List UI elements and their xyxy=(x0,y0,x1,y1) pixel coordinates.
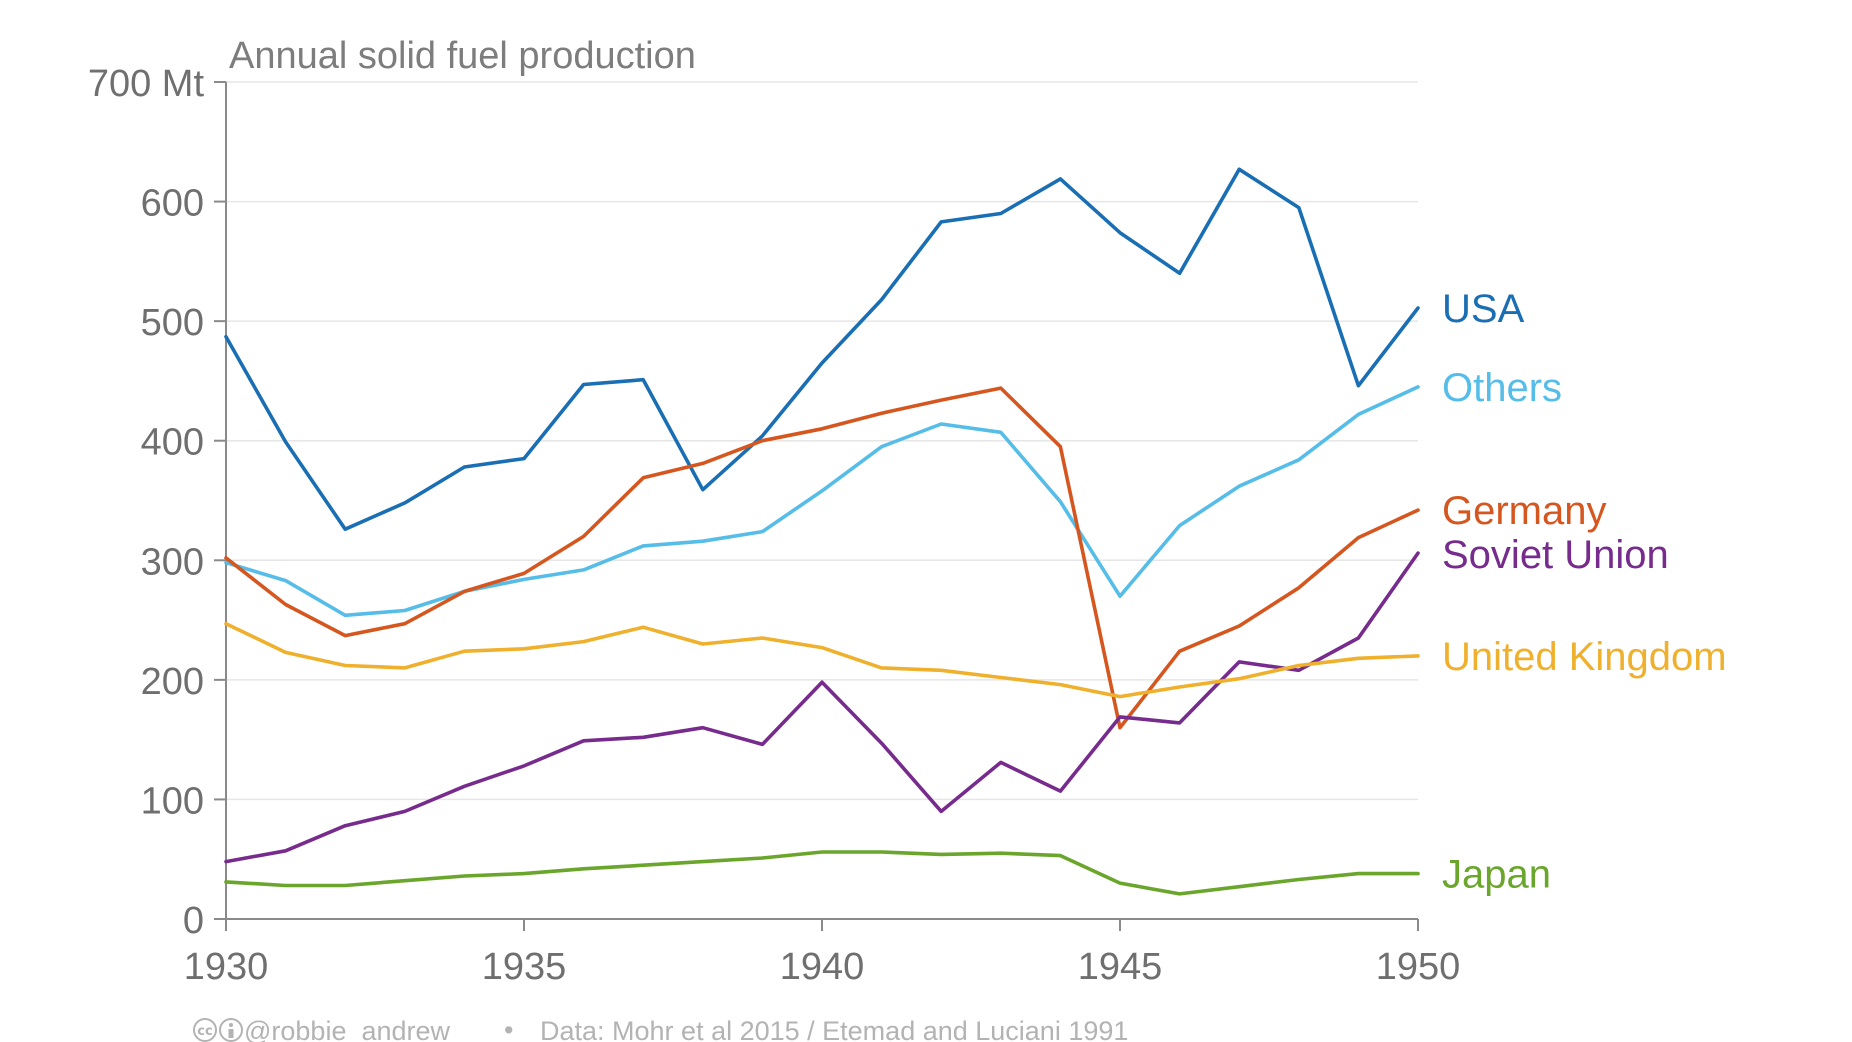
y-tick-label: 100 xyxy=(141,780,204,822)
cc-icon: cc xyxy=(193,1018,217,1042)
footer: cc @robbie_andrew • Data: Mohr et al 201… xyxy=(193,1015,1128,1042)
series-line-others xyxy=(224,385,1420,618)
series-label-others: Others xyxy=(1442,366,1562,410)
y-tick-label: 300 xyxy=(141,541,204,583)
x-tick-label: 1940 xyxy=(780,946,865,988)
series-label-usa: USA xyxy=(1442,287,1525,331)
y-tick-label: 700 Mt xyxy=(88,63,205,105)
series-line-germany xyxy=(224,386,1420,730)
x-axis-ticks: 1930 1935 1940 1945 1950 xyxy=(184,919,1461,988)
y-tick-label: 200 xyxy=(141,661,204,703)
series-label-united-kingdom: United Kingdom xyxy=(1442,635,1727,679)
series-line-japan xyxy=(224,850,1420,896)
y-tick-label: 0 xyxy=(183,900,204,942)
series-label-germany: Germany xyxy=(1442,489,1607,533)
series-line-usa xyxy=(224,167,1420,532)
by-icon xyxy=(219,1018,243,1042)
chart-title: Annual solid fuel production xyxy=(229,35,696,77)
footer-source: Data: Mohr et al 2015 / Etemad and Lucia… xyxy=(540,1016,1128,1042)
footer-handle: @robbie_andrew xyxy=(244,1016,451,1042)
y-tick-label: 400 xyxy=(141,422,204,464)
x-tick-label: 1935 xyxy=(482,946,567,988)
footer-separator: • xyxy=(504,1015,513,1042)
series-label-japan: Japan xyxy=(1442,853,1551,897)
x-tick-label: 1945 xyxy=(1078,946,1163,988)
gridlines xyxy=(226,81,1418,801)
x-tick-label: 1950 xyxy=(1376,946,1461,988)
y-axis-ticks: 0 100 200 300 400 500 600 700 Mt xyxy=(88,63,226,942)
svg-text:cc: cc xyxy=(197,1024,212,1039)
x-tick-label: 1930 xyxy=(184,946,269,988)
y-tick-label: 500 xyxy=(141,302,204,344)
y-tick-label: 600 xyxy=(141,183,204,225)
series-lines xyxy=(224,167,1420,896)
series-label-soviet-union: Soviet Union xyxy=(1442,533,1669,577)
axes xyxy=(225,82,1418,920)
series-line-soviet-union xyxy=(224,551,1420,864)
series-line-united-kingdom xyxy=(224,621,1420,699)
